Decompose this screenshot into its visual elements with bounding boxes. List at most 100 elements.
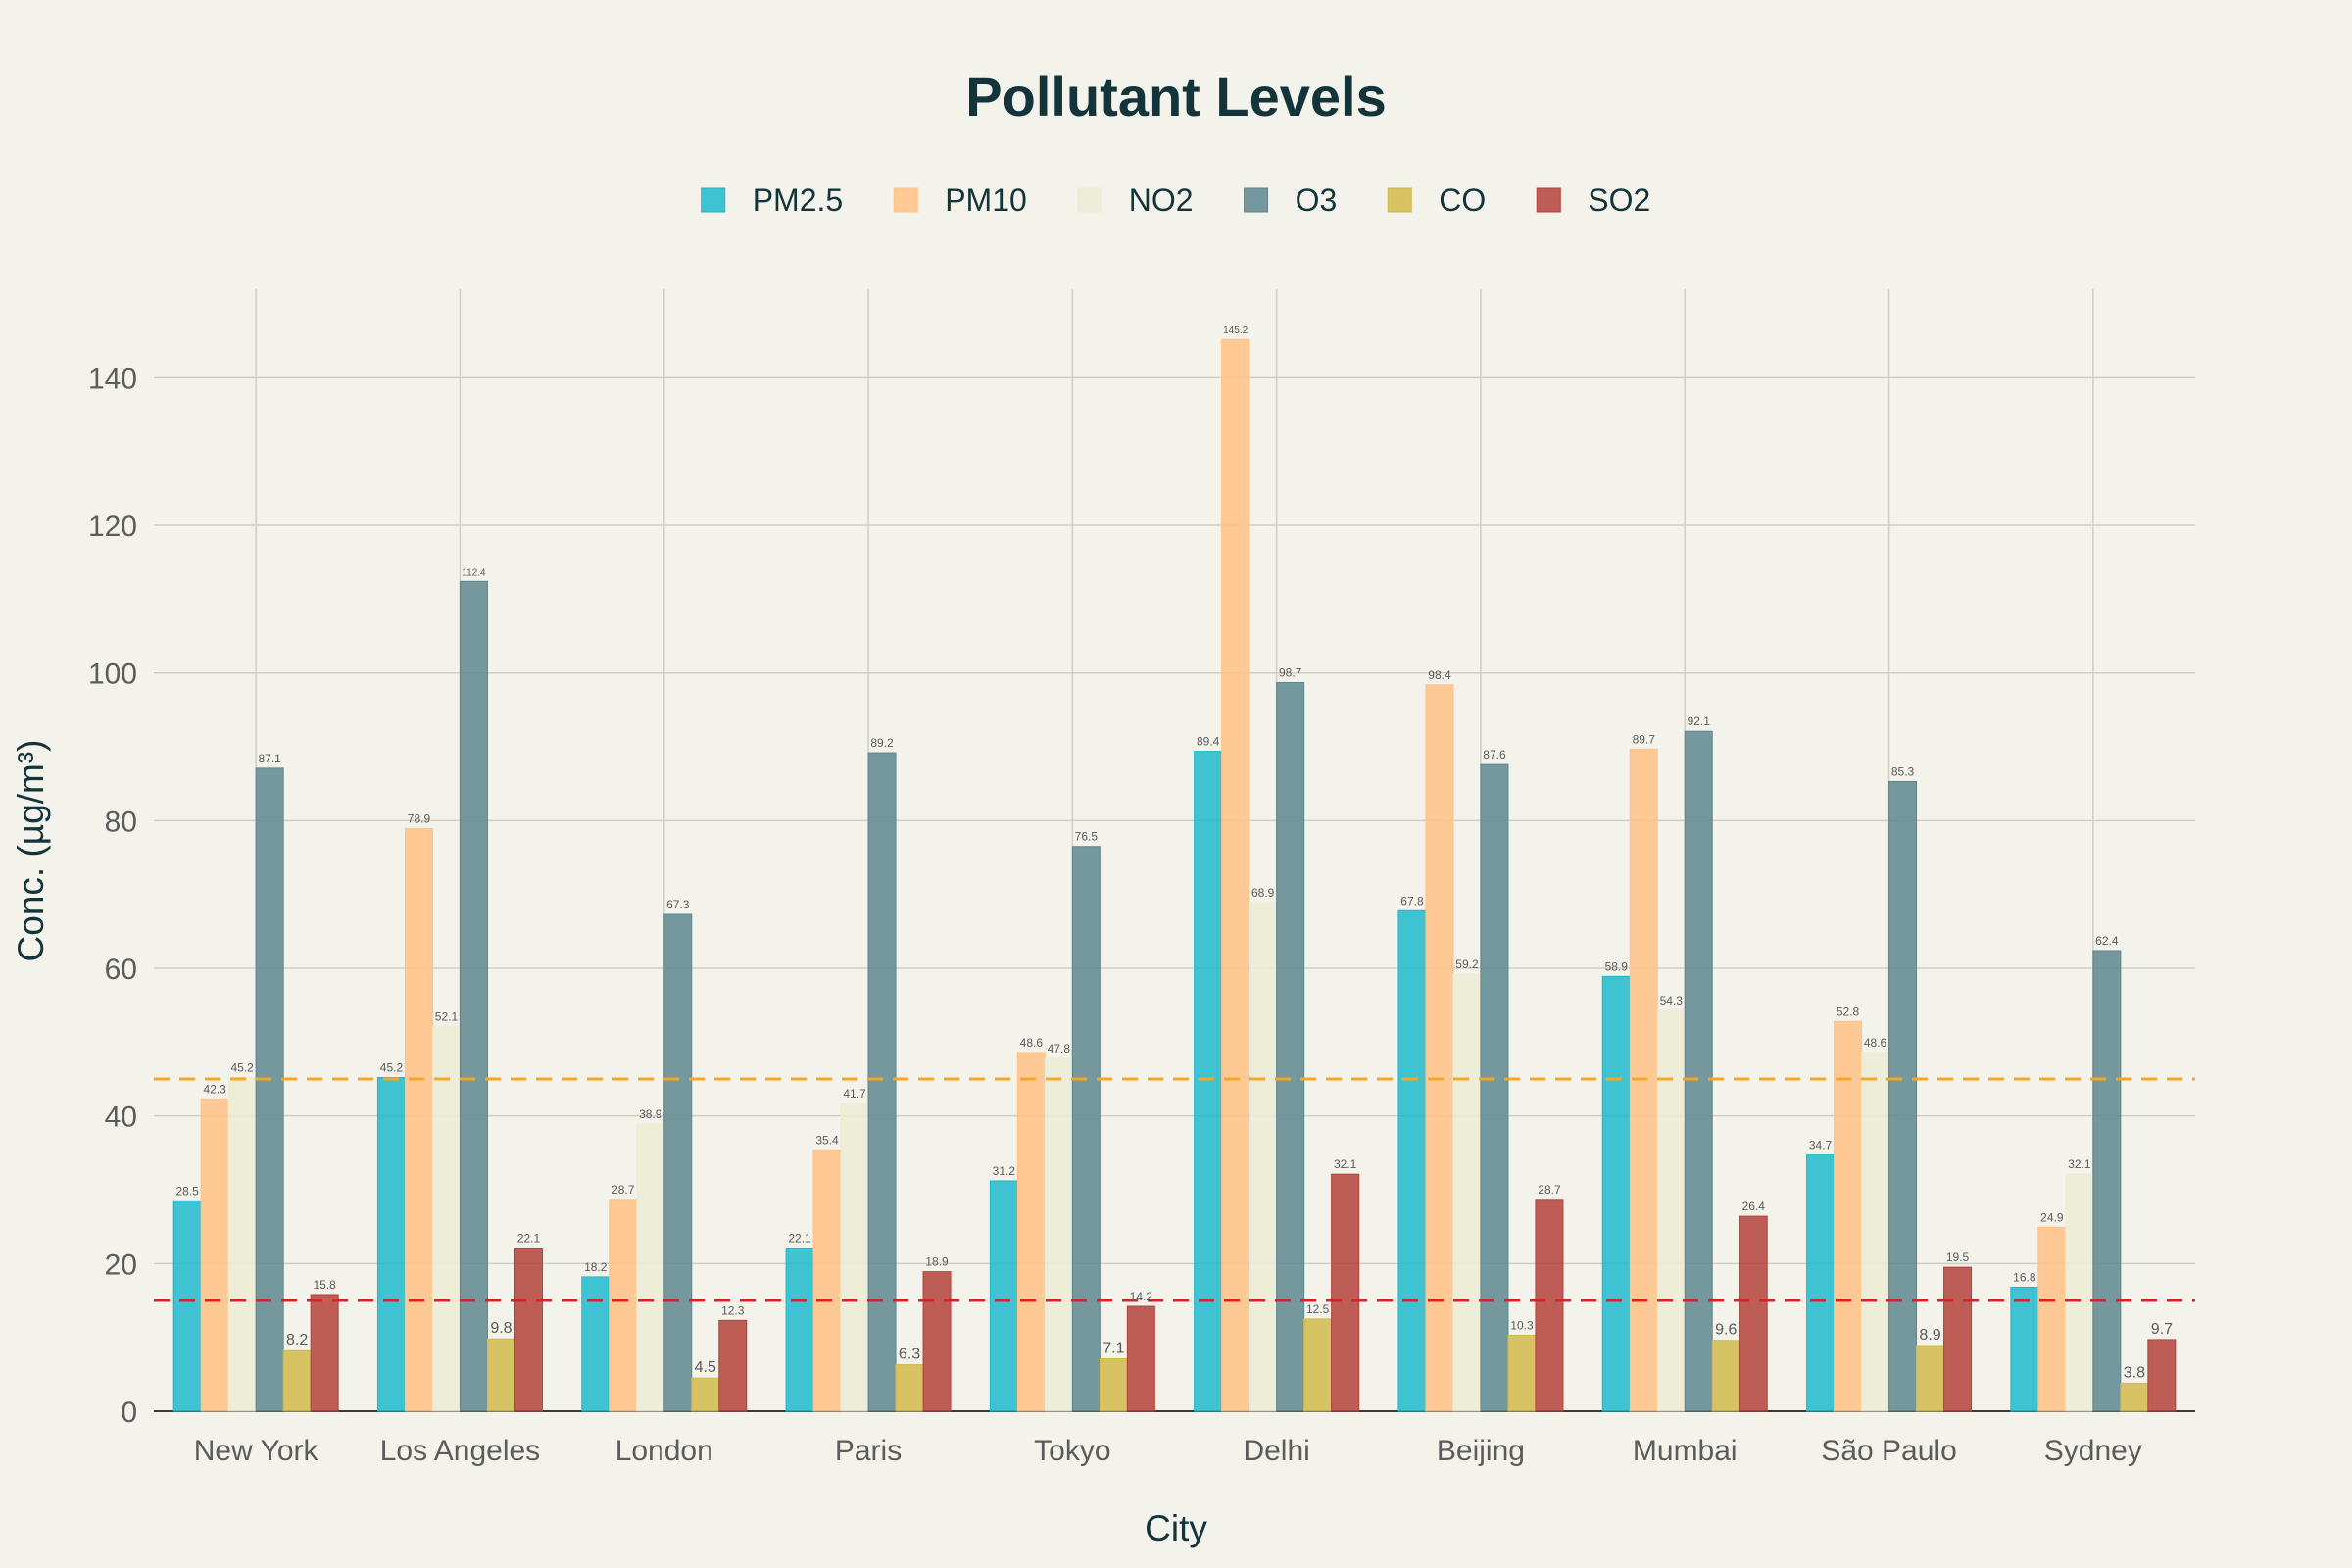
legend-label-o3: O3 [1296, 182, 1338, 218]
data-label-pm2-5-sydney: 16.8 [2013, 1270, 2036, 1284]
bar-co-sydney [2120, 1382, 2149, 1412]
data-label-o3-beijing: 87.6 [1483, 748, 1506, 761]
bar-so2-tokyo [1126, 1305, 1155, 1412]
data-label-o3-paris: 89.2 [870, 736, 894, 750]
data-label-pm10-sydney: 24.9 [2040, 1210, 2064, 1224]
bar-pm10-delhi [1221, 338, 1250, 1412]
legend-label-pm10: PM10 [945, 182, 1027, 218]
bar-co-los-angeles [486, 1338, 515, 1412]
bar-co-beijing [1507, 1334, 1537, 1412]
legend-swatch-co [1387, 187, 1412, 213]
y-tick-label: 40 [105, 1102, 137, 1134]
data-label-o3-delhi: 98.7 [1279, 666, 1302, 680]
data-label-co-london: 4.5 [695, 1359, 716, 1376]
data-label-so2-beijing: 28.7 [1538, 1183, 1561, 1197]
data-label-pm10-delhi: 145.2 [1223, 325, 1248, 336]
bar-co-delhi [1303, 1318, 1333, 1412]
bar-co-sao-paulo [1916, 1345, 1945, 1412]
bar-pm2-5-sydney [2010, 1286, 2039, 1412]
data-label-no2-delhi: 68.9 [1251, 886, 1275, 900]
legend-item-co: CO [1387, 182, 1486, 218]
bar-o3-sydney [2092, 950, 2122, 1412]
bar-pm2-5-tokyo [989, 1180, 1018, 1412]
legend-label-no2: NO2 [1129, 182, 1194, 218]
legend-swatch-so2 [1536, 187, 1561, 213]
data-label-so2-delhi: 32.1 [1334, 1157, 1357, 1171]
reference-lines [154, 1077, 2195, 1302]
data-label-pm10-los-angeles: 78.9 [408, 812, 431, 826]
bar-pm10-london [609, 1199, 638, 1412]
bar-pm2-5-sao-paulo [1806, 1154, 1836, 1412]
bar-no2-sydney [2065, 1173, 2094, 1412]
legend-label-pm2-5: PM2.5 [753, 182, 843, 218]
legend-label-co: CO [1439, 182, 1486, 218]
data-label-pm10-beijing: 98.4 [1428, 668, 1451, 682]
bar-pm2-5-delhi [1194, 751, 1223, 1412]
data-label-no2-los-angeles: 52.1 [435, 1010, 459, 1024]
data-label-co-sydney: 3.8 [2124, 1364, 2145, 1381]
x-tick-label-tokyo: Tokyo [1034, 1435, 1110, 1467]
bar-pm2-5-mumbai [1601, 975, 1631, 1412]
y-tick-label: 60 [105, 954, 137, 986]
bar-pm2-5-paris [785, 1248, 814, 1412]
data-label-pm2-5-mumbai: 58.9 [1605, 959, 1629, 973]
y-tick-label: 100 [88, 659, 137, 691]
x-tick-label-beijing: Beijing [1437, 1435, 1525, 1467]
bar-pm10-sydney [2037, 1226, 2067, 1412]
data-label-pm2-5-sao-paulo: 34.7 [1809, 1139, 1833, 1152]
bar-pm2-5-london [581, 1276, 611, 1412]
legend-label-so2: SO2 [1588, 182, 1650, 218]
legend-item-o3: O3 [1244, 182, 1338, 218]
data-label-so2-london: 12.3 [721, 1303, 745, 1317]
bar-no2-paris [840, 1102, 869, 1412]
bar-co-london [691, 1377, 720, 1412]
x-tick-label-los-angeles: Los Angeles [380, 1435, 540, 1467]
bar-pm10-los-angeles [404, 828, 433, 1412]
data-label-so2-sao-paulo: 19.5 [1946, 1250, 1970, 1264]
data-label-no2-sao-paulo: 48.6 [1864, 1036, 1887, 1050]
data-label-co-new-york: 8.2 [286, 1332, 308, 1348]
data-label-so2-new-york: 15.8 [313, 1278, 336, 1292]
x-tick-label-london: London [615, 1435, 713, 1467]
data-label-pm2-5-los-angeles: 45.2 [380, 1061, 404, 1075]
legend-swatch-no2 [1077, 187, 1102, 213]
bar-no2-delhi [1249, 902, 1278, 1412]
data-label-o3-tokyo: 76.5 [1075, 830, 1099, 844]
legend-item-so2: SO2 [1536, 182, 1650, 218]
y-tick-label: 80 [105, 806, 137, 838]
y-tick-label: 120 [88, 511, 137, 543]
data-label-pm10-sao-paulo: 52.8 [1837, 1004, 1860, 1018]
bar-co-tokyo [1099, 1358, 1128, 1412]
data-label-co-mumbai: 9.6 [1715, 1322, 1737, 1339]
bar-o3-london [663, 913, 693, 1412]
data-label-no2-paris: 41.7 [843, 1087, 866, 1101]
data-label-so2-mumbai: 26.4 [1742, 1200, 1766, 1213]
tick-labels: 0 20 40 60 80 100 120 140 New York Los Angeles Lon… [88, 363, 2142, 1467]
bar-co-mumbai [1711, 1340, 1740, 1412]
data-label-no2-tokyo: 47.8 [1048, 1042, 1071, 1055]
x-tick-label-new-york: New York [194, 1435, 319, 1467]
bar-o3-sao-paulo [1888, 780, 1918, 1412]
data-label-o3-sydney: 62.4 [2095, 934, 2119, 948]
data-label-no2-new-york: 45.2 [230, 1061, 254, 1075]
data-label-pm10-new-york: 42.3 [203, 1082, 226, 1096]
bar-no2-beijing [1452, 973, 1482, 1412]
bar-no2-new-york [227, 1077, 257, 1412]
data-label-no2-mumbai: 54.3 [1660, 994, 1684, 1007]
data-label-so2-sydney: 9.7 [2151, 1321, 2173, 1338]
bar-pm10-new-york [200, 1098, 229, 1412]
data-label-co-paris: 6.3 [899, 1347, 920, 1363]
data-label-pm2-5-tokyo: 31.2 [993, 1164, 1016, 1178]
data-label-no2-beijing: 59.2 [1455, 957, 1479, 971]
data-label-so2-paris: 18.9 [925, 1255, 949, 1269]
legend-swatch-pm2-5 [701, 187, 726, 213]
bar-no2-london [636, 1123, 665, 1412]
legend-item-no2: NO2 [1077, 182, 1194, 218]
bar-o3-paris [867, 752, 897, 1412]
chart-title: Pollutant Levels [965, 66, 1386, 127]
bar-so2-mumbai [1739, 1215, 1768, 1412]
data-label-pm2-5-beijing: 67.8 [1400, 894, 1424, 907]
y-axis-title: Conc. (µg/m³) [11, 740, 51, 962]
data-label-so2-tokyo: 14.2 [1130, 1290, 1153, 1303]
